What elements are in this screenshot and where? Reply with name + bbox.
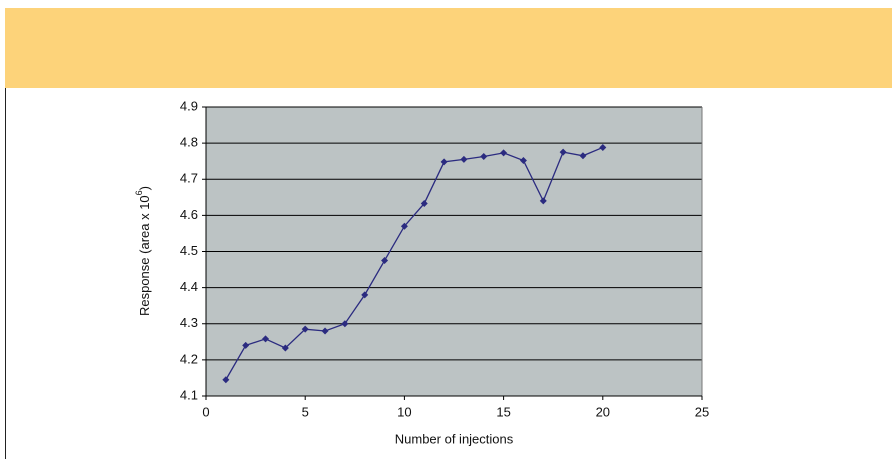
- data-point: [440, 158, 448, 166]
- data-point: [361, 291, 369, 299]
- data-point: [480, 152, 488, 160]
- y-axis-label-text: Response (area x 10: [137, 195, 152, 316]
- y-tick-label: 4.1: [180, 387, 198, 402]
- data-point: [519, 156, 527, 164]
- header-band: [5, 8, 892, 88]
- series-line: [225, 146, 604, 381]
- data-point: [400, 222, 408, 230]
- data-point: [281, 344, 289, 352]
- data-point: [262, 335, 270, 343]
- x-tick-label: 15: [496, 404, 510, 419]
- data-point: [460, 155, 468, 163]
- y-tick-label: 4.9: [180, 98, 198, 113]
- data-point: [321, 327, 329, 335]
- y-axis-label-suffix: ): [137, 186, 152, 190]
- y-tick-label: 4.6: [180, 207, 198, 222]
- y-tick-label: 4.8: [180, 135, 198, 150]
- y-tick-label: 4.4: [180, 279, 198, 294]
- data-point: [341, 320, 349, 328]
- data-point: [301, 325, 309, 333]
- x-tick-label: 10: [397, 404, 411, 419]
- x-axis-label: Number of injections: [395, 431, 514, 446]
- data-point: [579, 152, 587, 160]
- y-tick-label: 4.7: [180, 171, 198, 186]
- data-point: [599, 143, 607, 151]
- y-axis-label-superscript: 6: [134, 190, 144, 195]
- data-point: [500, 149, 508, 157]
- data-point: [539, 197, 547, 205]
- x-tick-label: 25: [695, 404, 709, 419]
- y-tick-label: 4.2: [180, 351, 198, 366]
- x-tick-label: 5: [302, 404, 309, 419]
- data-point: [222, 376, 230, 384]
- y-axis-label: Response (area x 106): [134, 186, 152, 316]
- data-point: [242, 341, 250, 349]
- data-point: [420, 199, 428, 207]
- y-tick-label: 4.5: [180, 243, 198, 258]
- x-tick-label: 20: [596, 404, 610, 419]
- data-point: [559, 148, 567, 156]
- data-point: [381, 257, 389, 265]
- y-tick-label: 4.3: [180, 315, 198, 330]
- x-tick-label: 0: [202, 404, 209, 419]
